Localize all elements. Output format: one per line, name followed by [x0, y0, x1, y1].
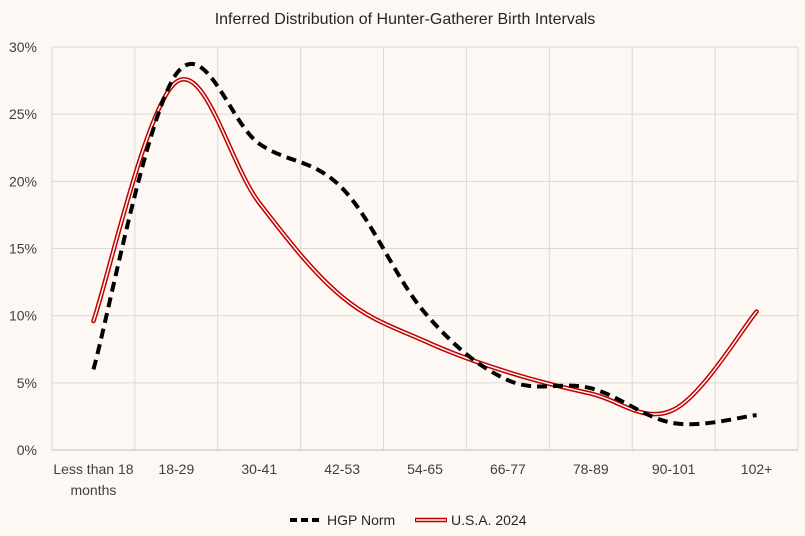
legend-label: HGP Norm [327, 512, 395, 528]
x-tick-label: 54-65 [407, 461, 443, 477]
y-tick-label: 10% [9, 308, 37, 324]
y-tick-label: 25% [9, 106, 37, 122]
x-tick-label: 90-101 [652, 461, 696, 477]
legend-label: U.S.A. 2024 [451, 512, 527, 528]
x-tick-label: 30-41 [241, 461, 277, 477]
gridlines [51, 46, 799, 451]
y-tick-label: 20% [9, 173, 37, 189]
x-tick-label: Less than 18 months [53, 461, 133, 498]
series-line-u-s-a-2024-inner [92, 78, 758, 415]
legend-item-u-s-a-2024: U.S.A. 2024 [415, 512, 527, 528]
y-tick-label: 15% [9, 241, 37, 257]
series-lines [91, 62, 759, 427]
series-line-hgp-norm [91, 62, 757, 427]
series-line-u-s-a-2024 [91, 77, 759, 417]
x-tick-label: 78-89 [573, 461, 609, 477]
x-tick-label: 42-53 [324, 461, 360, 477]
y-tick-label: 5% [17, 375, 37, 391]
x-tick-label: 102+ [741, 461, 773, 477]
axes: 0% 5% 10% 15% 20% 25% 30% Less than 18 months 18-… [9, 39, 798, 498]
legend-item-hgp-norm: HGP Norm [290, 512, 395, 528]
legend: HGP Norm U.S.A. 2024 [290, 512, 527, 528]
y-tick-label: 0% [17, 442, 37, 458]
chart-title: Inferred Distribution of Hunter-Gatherer… [215, 11, 596, 28]
x-tick-label: 18-29 [158, 461, 194, 477]
y-tick-label: 30% [9, 39, 37, 55]
x-tick-label: 66-77 [490, 461, 526, 477]
